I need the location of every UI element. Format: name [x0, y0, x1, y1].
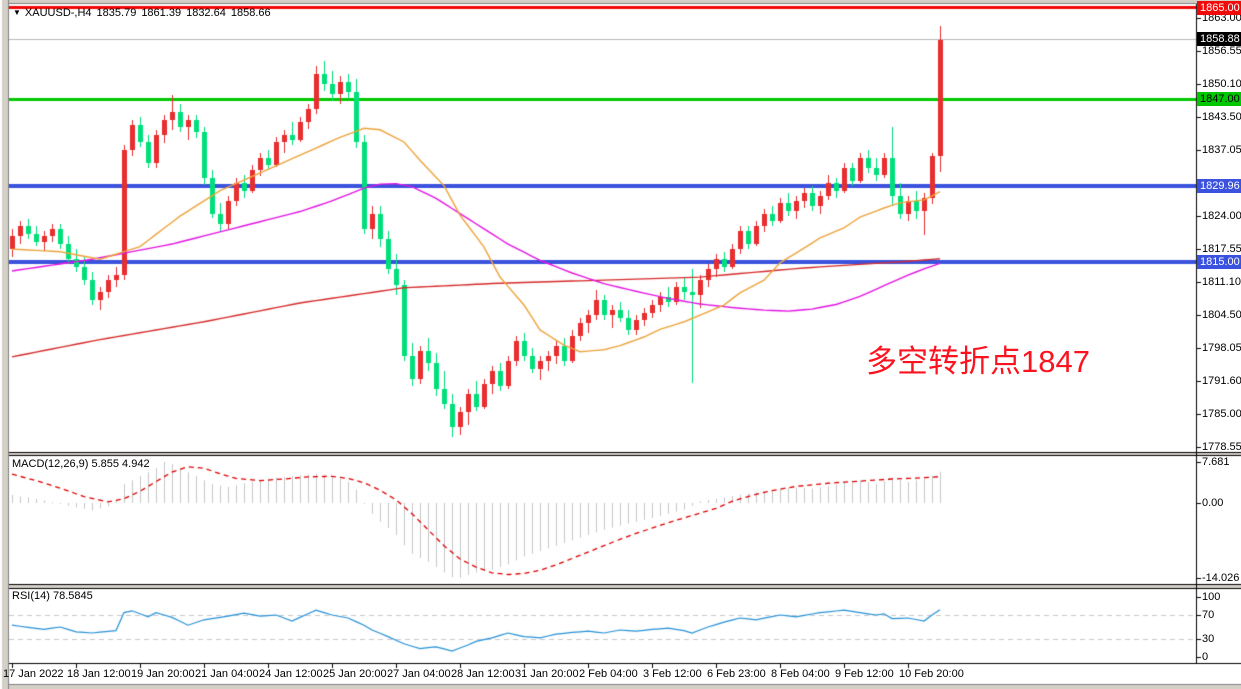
close-value: 1858.66 [230, 7, 271, 19]
price-tick-label: 1843.50 [1202, 111, 1241, 124]
price-badge-1858-88: 1858.88 [1197, 31, 1241, 46]
time-axis-label: 31 Jan 20:00 [515, 668, 579, 680]
rsi-axis-label: 30 [1202, 633, 1215, 645]
rsi-axis-label: 0 [1202, 651, 1209, 663]
symbol-label: XAUUSD-,H4 [24, 7, 92, 19]
time-axis-label: 17 Jan 2022 [3, 668, 64, 680]
open-value: 1835.79 [96, 7, 137, 19]
price-tick-label: 1817.55 [1202, 242, 1241, 255]
price-tick-label: 1791.60 [1202, 374, 1241, 387]
time-axis-label: 27 Jan 04:00 [387, 668, 451, 680]
chart-title: ▼ XAUUSD-,H4 1835.79 1861.39 1832.64 1858.66 [13, 7, 276, 19]
price-tick-label: 1850.10 [1202, 77, 1241, 90]
price-tick-label: 1798.05 [1202, 341, 1241, 354]
time-axis-label: 28 Jan 12:00 [451, 668, 515, 680]
time-axis-label: 6 Feb 23:00 [707, 668, 766, 680]
macd-indicator-label: MACD(12,26,9) 5.855 4.942 [12, 458, 150, 470]
time-axis-label: 3 Feb 12:00 [643, 668, 702, 680]
price-badge-1815-00: 1815.00 [1197, 254, 1241, 269]
low-value: 1832.64 [186, 7, 226, 19]
price-badge-1829-96: 1829.96 [1197, 178, 1241, 193]
price-tick-label: 1778.55 [1202, 441, 1241, 453]
price-tick-label: 1863.00 [1202, 12, 1241, 24]
time-axis-label: 25 Jan 20:00 [323, 668, 387, 680]
time-axis-label: 24 Jan 12:00 [259, 668, 323, 680]
time-axis-label: 19 Jan 20:00 [131, 668, 195, 680]
time-axis-label: 8 Feb 04:00 [771, 668, 830, 680]
high-value: 1861.39 [141, 7, 182, 19]
time-axis-label: 21 Jan 04:00 [195, 668, 259, 680]
chart-annotation-text: 多空转折点1847 [866, 344, 1090, 379]
time-axis-label: 18 Jan 12:00 [67, 668, 131, 680]
price-tick-label: 1811.10 [1202, 275, 1241, 288]
time-axis-label: 2 Feb 04:00 [579, 668, 638, 680]
price-tick-label: 1804.50 [1202, 309, 1241, 322]
macd-axis-label: -14.026 [1202, 571, 1240, 584]
rsi-axis-label: 70 [1202, 609, 1215, 621]
price-tick-label: 1856.55 [1202, 44, 1241, 57]
price-badge-1865-00: 1865.00 [1197, 0, 1241, 15]
rsi-axis-label: 100 [1202, 591, 1221, 603]
price-tick-label: 1824.00 [1202, 210, 1241, 223]
price-tick-label: 1837.05 [1202, 143, 1241, 156]
time-axis-label: 9 Feb 12:00 [835, 668, 894, 680]
macd-axis-label: 7.681 [1202, 456, 1230, 468]
price-badge-1847-00: 1847.00 [1197, 92, 1241, 107]
symbol-triangle-icon: ▼ [13, 8, 21, 17]
macd-axis-label: 0.00 [1202, 497, 1224, 509]
price-tick-label: 1785.00 [1202, 408, 1241, 421]
rsi-indicator-label: RSI(14) 78.5845 [12, 590, 93, 602]
time-axis-label: 10 Feb 20:00 [899, 668, 964, 680]
